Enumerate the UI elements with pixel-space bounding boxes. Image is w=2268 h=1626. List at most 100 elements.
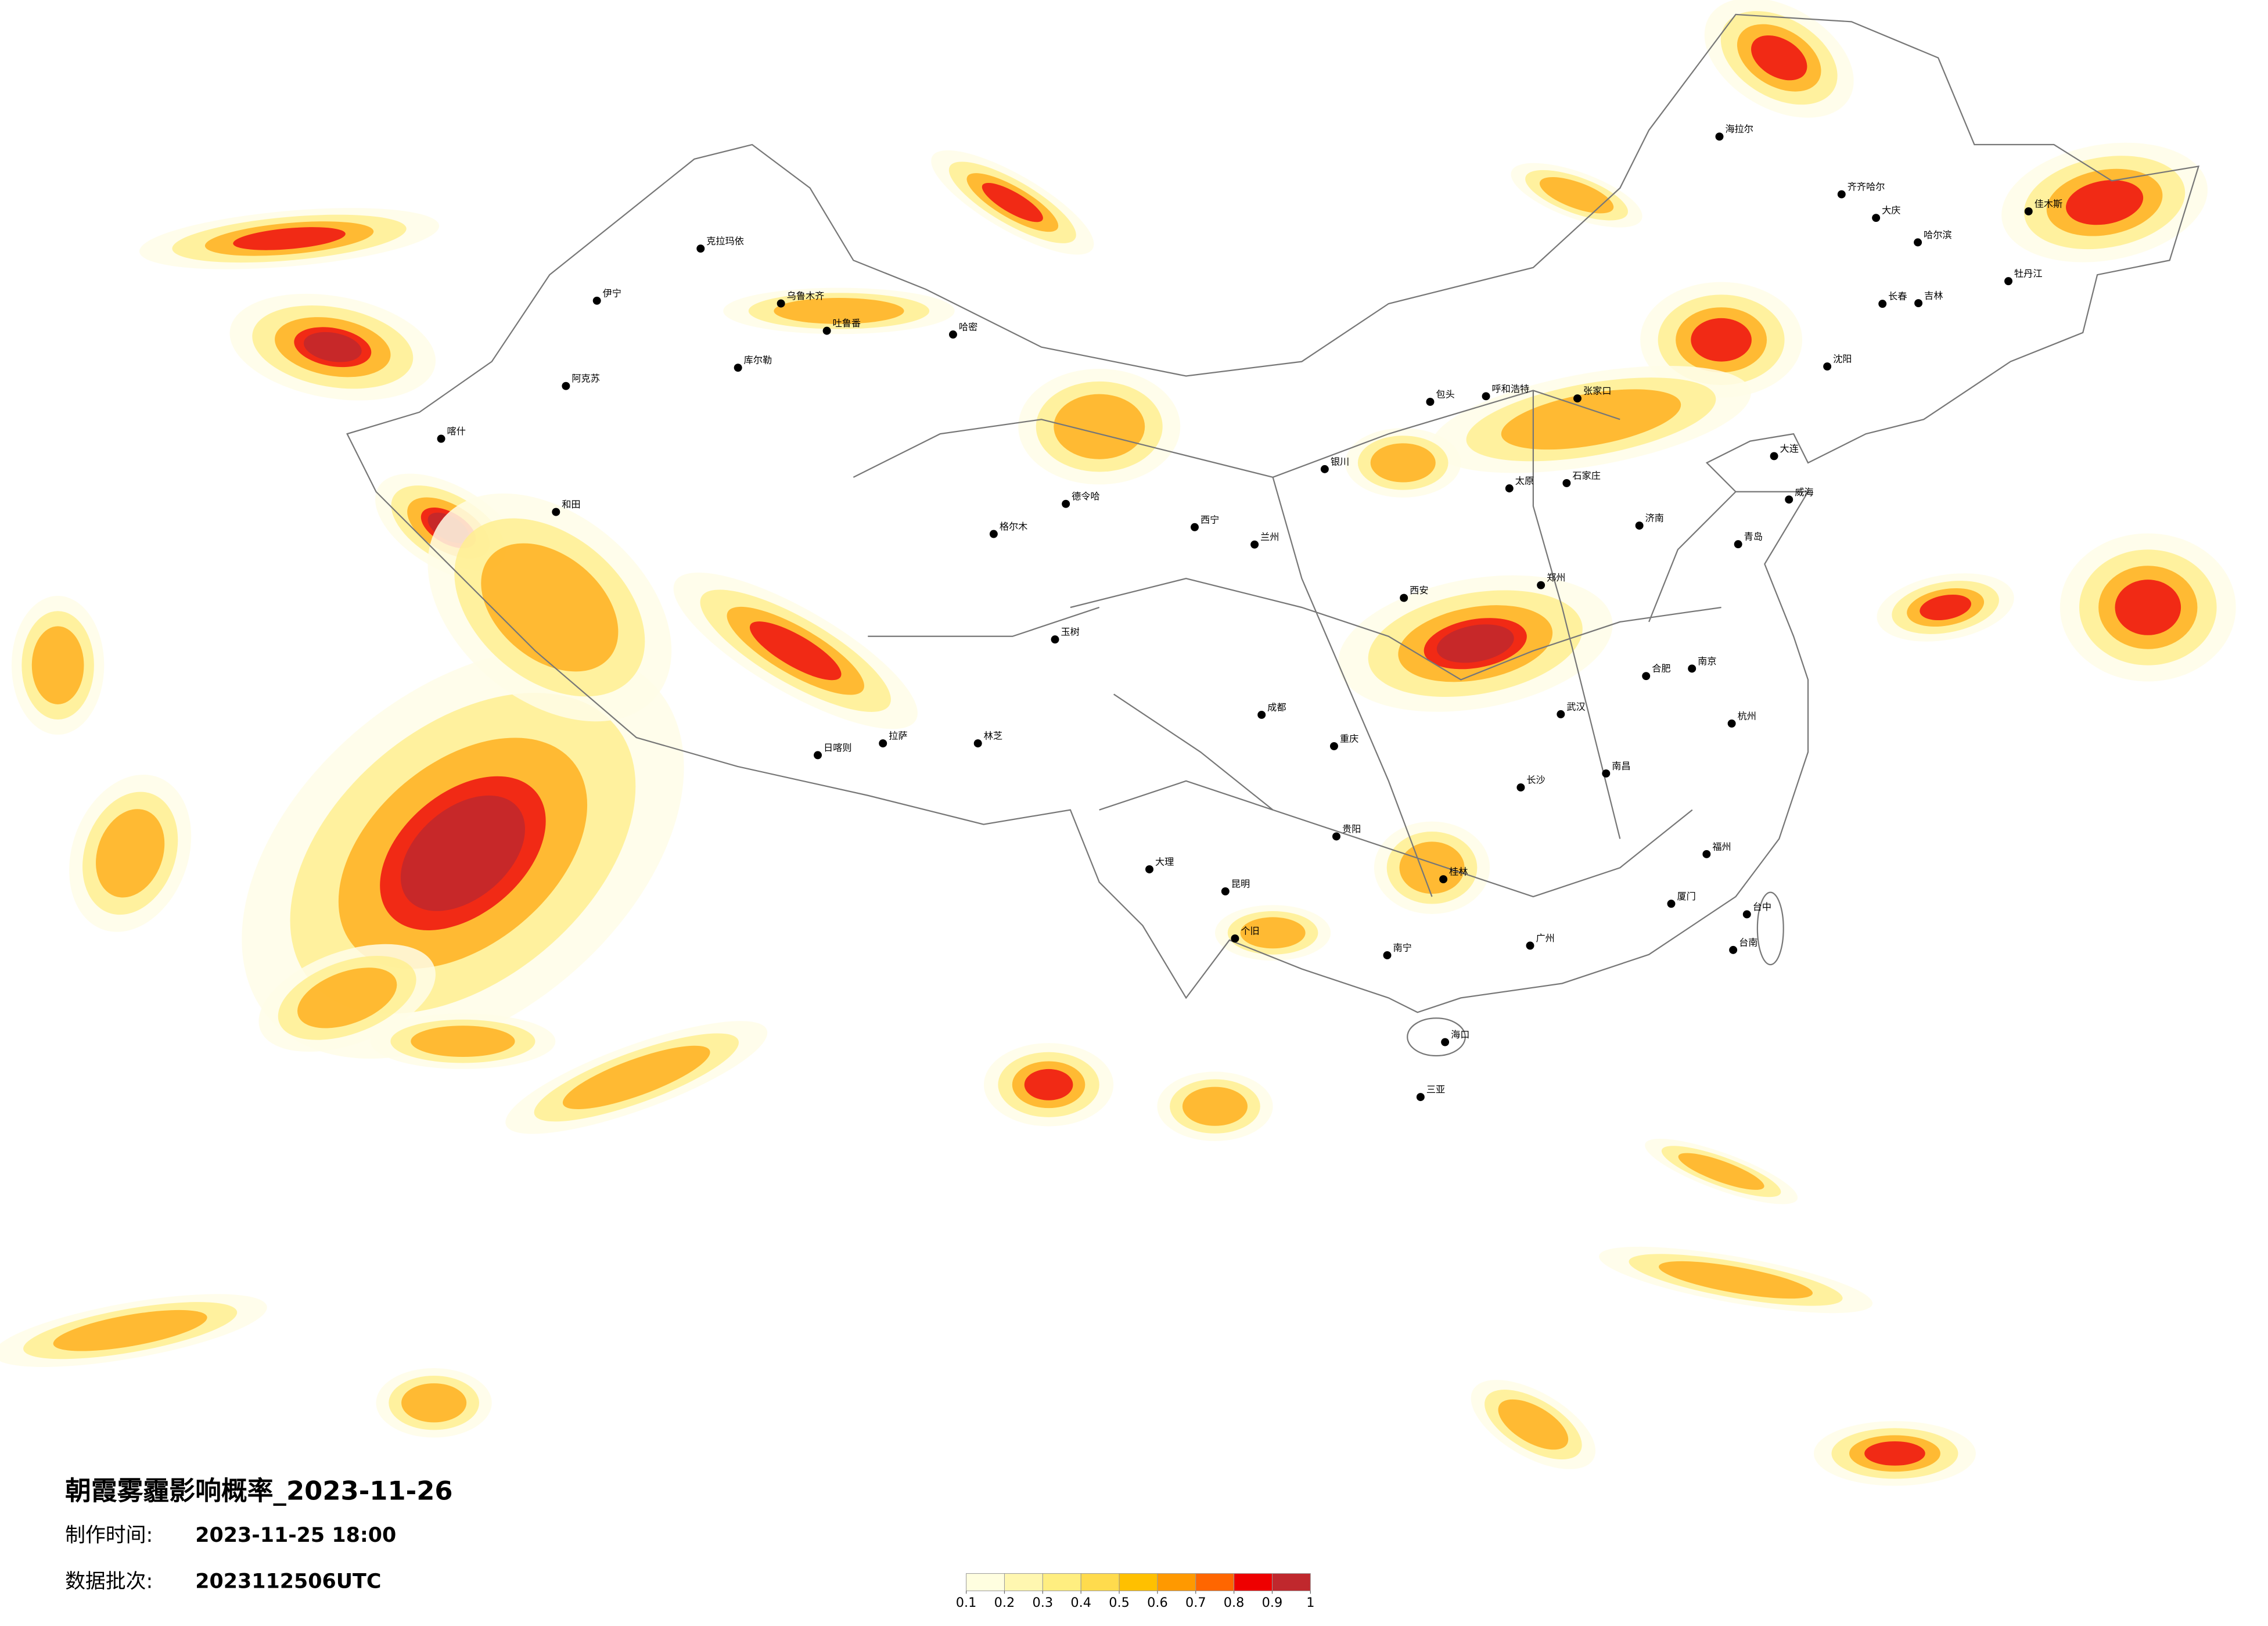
city-dot xyxy=(592,296,601,305)
city-dot xyxy=(1505,484,1514,492)
city-label: 重庆 xyxy=(1340,733,1358,744)
city-dot xyxy=(1221,887,1230,895)
city-dot xyxy=(1332,832,1340,841)
city-label: 库尔勒 xyxy=(744,355,772,366)
city-label: 吉林 xyxy=(1924,290,1943,301)
city-dot xyxy=(1426,397,1435,406)
city-dot xyxy=(1516,783,1525,792)
city-label: 厦门 xyxy=(1677,891,1695,902)
haze-patch xyxy=(96,809,165,898)
haze-patch xyxy=(481,543,619,672)
city-dot xyxy=(1878,300,1887,308)
city-label: 伊宁 xyxy=(603,287,621,298)
city-dot xyxy=(1441,1038,1450,1046)
city-label: 南宁 xyxy=(1393,942,1411,953)
legend-swatch xyxy=(1119,1573,1158,1591)
city-dot xyxy=(1727,719,1736,728)
city-label: 格尔木 xyxy=(1000,521,1028,532)
haze-patch xyxy=(401,1383,467,1423)
city-dot xyxy=(1785,495,1793,504)
city-dot xyxy=(814,751,822,760)
haze-patch xyxy=(562,1045,710,1110)
legend-tick-label: 1 xyxy=(1306,1595,1314,1610)
city-dot xyxy=(1416,1093,1425,1102)
haze-layer xyxy=(0,0,2236,1486)
city-dot xyxy=(1231,934,1239,943)
city-dot xyxy=(1062,499,1070,508)
haze-patch xyxy=(1498,1399,1569,1450)
city-label: 齐齐哈尔 xyxy=(1848,181,1885,192)
city-dot xyxy=(1770,452,1778,461)
city-dot xyxy=(1872,214,1881,222)
borders xyxy=(346,13,2200,1057)
city-label: 太原 xyxy=(1515,476,1534,487)
city-label: 台中 xyxy=(1753,901,1771,912)
city-label: 林芝 xyxy=(984,731,1002,742)
haze-patch xyxy=(2066,180,2144,225)
city-label: 南京 xyxy=(1698,656,1716,667)
haze-patch xyxy=(1024,1069,1073,1100)
city-dot xyxy=(1557,710,1565,718)
city-label: 郑州 xyxy=(1547,572,1565,583)
city-label: 日喀则 xyxy=(824,742,852,753)
city-label: 兰州 xyxy=(1260,531,1279,542)
city-label: 海拉尔 xyxy=(1725,124,1753,135)
haze-patch xyxy=(774,298,904,324)
city-dot xyxy=(1837,190,1846,199)
legend-swatch xyxy=(1195,1573,1235,1591)
city-dot xyxy=(1250,540,1259,549)
haze-patch xyxy=(982,182,1043,222)
city-dot xyxy=(1729,945,1738,954)
data-batch-label: 数据批次: xyxy=(65,1570,153,1593)
city-dot xyxy=(973,739,982,748)
city-label: 喀什 xyxy=(447,426,466,437)
city-label: 拉萨 xyxy=(889,731,907,742)
haze-patch xyxy=(1751,35,1807,81)
city-dot xyxy=(1051,635,1059,644)
city-dot xyxy=(1537,581,1545,589)
city-label: 南昌 xyxy=(1612,760,1630,771)
city-dot xyxy=(1145,865,1153,873)
city-label: 威海 xyxy=(1795,487,1813,498)
haze-patch xyxy=(1436,624,1514,663)
city-label: 福州 xyxy=(1712,841,1731,852)
city-label: 长春 xyxy=(1888,291,1907,302)
city-label: 银川 xyxy=(1331,456,1349,467)
city-label: 牡丹江 xyxy=(2014,268,2043,279)
haze-patch xyxy=(233,227,346,250)
legend-swatch xyxy=(1271,1573,1311,1591)
city-label: 西安 xyxy=(1410,585,1428,596)
legend-tick-label: 0.8 xyxy=(1224,1595,1245,1610)
city-dot xyxy=(1667,900,1676,908)
city-label: 德令哈 xyxy=(1072,491,1100,502)
legend-tick-label: 0.2 xyxy=(994,1595,1015,1610)
city-label: 吐鲁番 xyxy=(833,318,861,329)
taiwan-island xyxy=(1756,891,1784,966)
city-label: 贵阳 xyxy=(1342,823,1361,834)
city-dot xyxy=(1635,521,1644,530)
city-dot xyxy=(1914,238,1922,247)
haze-patch xyxy=(53,1310,207,1351)
city-dot xyxy=(552,508,560,516)
city-dot xyxy=(696,244,705,253)
city-label: 杭州 xyxy=(1738,710,1756,721)
city-dot xyxy=(989,530,998,538)
city-label: 玉树 xyxy=(1061,627,1079,638)
city-label: 哈尔滨 xyxy=(1924,229,1952,240)
city-dot xyxy=(1562,479,1571,487)
city-dot xyxy=(1400,593,1408,602)
city-label: 成都 xyxy=(1267,702,1286,713)
legend-swatch xyxy=(966,1573,1005,1591)
haze-patch xyxy=(1678,1153,1764,1190)
city-dot xyxy=(1573,394,1582,403)
legend-tick-label: 0.5 xyxy=(1109,1595,1130,1610)
legend-tick-label: 0.9 xyxy=(1262,1595,1283,1610)
hainan-island xyxy=(1407,1017,1466,1057)
legend-tick-label: 0.6 xyxy=(1147,1595,1168,1610)
legend-tick-label: 0.1 xyxy=(956,1595,977,1610)
city-dot xyxy=(734,364,742,372)
city-label: 昆明 xyxy=(1231,878,1250,889)
city-dot xyxy=(1823,362,1832,371)
